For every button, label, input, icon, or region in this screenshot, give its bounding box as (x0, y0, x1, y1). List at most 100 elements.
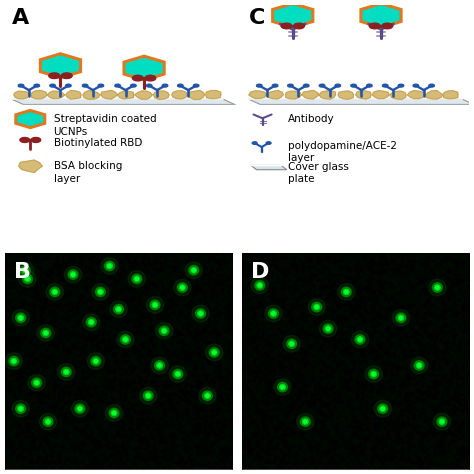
Polygon shape (319, 91, 336, 99)
Circle shape (32, 378, 42, 387)
Polygon shape (124, 56, 164, 80)
Circle shape (82, 84, 88, 87)
Circle shape (265, 305, 282, 322)
Circle shape (343, 289, 349, 295)
Circle shape (18, 84, 24, 87)
Circle shape (374, 401, 392, 417)
Circle shape (280, 384, 285, 390)
Circle shape (146, 297, 164, 313)
Circle shape (369, 369, 379, 379)
Circle shape (108, 264, 111, 267)
Circle shape (161, 328, 167, 334)
Circle shape (257, 283, 263, 288)
Circle shape (146, 84, 152, 87)
Circle shape (341, 287, 351, 297)
Polygon shape (188, 91, 204, 100)
Circle shape (256, 84, 262, 87)
Circle shape (355, 335, 365, 344)
Circle shape (255, 281, 265, 290)
Text: D: D (251, 262, 269, 282)
Circle shape (439, 419, 445, 425)
Circle shape (45, 419, 51, 425)
Circle shape (146, 394, 150, 397)
Circle shape (297, 413, 314, 430)
Circle shape (88, 319, 94, 325)
Circle shape (39, 413, 57, 430)
Polygon shape (206, 91, 221, 99)
Circle shape (315, 306, 318, 309)
Circle shape (20, 137, 29, 143)
Circle shape (159, 326, 169, 336)
Circle shape (206, 394, 209, 397)
Circle shape (281, 385, 284, 389)
Circle shape (72, 273, 74, 276)
Circle shape (414, 361, 424, 370)
Circle shape (25, 276, 30, 282)
Circle shape (371, 371, 376, 377)
Circle shape (117, 331, 134, 348)
Circle shape (75, 404, 85, 413)
Circle shape (122, 337, 128, 342)
Circle shape (268, 309, 278, 318)
Circle shape (152, 302, 158, 308)
Text: C: C (248, 9, 265, 28)
Circle shape (117, 308, 120, 310)
Polygon shape (18, 160, 42, 173)
Circle shape (176, 373, 179, 375)
Circle shape (181, 286, 184, 289)
Circle shape (12, 360, 16, 363)
Circle shape (16, 404, 26, 413)
Circle shape (154, 303, 156, 306)
Circle shape (209, 348, 219, 357)
Circle shape (272, 312, 275, 315)
Circle shape (211, 350, 217, 355)
Circle shape (271, 310, 276, 316)
Circle shape (12, 310, 29, 326)
Circle shape (380, 406, 386, 411)
Circle shape (131, 84, 136, 87)
Polygon shape (31, 91, 47, 99)
Polygon shape (154, 91, 169, 100)
Polygon shape (302, 91, 319, 99)
Circle shape (105, 405, 123, 421)
Circle shape (351, 331, 369, 348)
Circle shape (19, 407, 22, 410)
Circle shape (19, 271, 36, 287)
Circle shape (95, 287, 105, 297)
Polygon shape (266, 91, 283, 99)
Text: Cover glass
plate: Cover glass plate (288, 162, 349, 184)
Polygon shape (14, 91, 29, 99)
Circle shape (116, 306, 121, 312)
Circle shape (173, 369, 183, 379)
Circle shape (372, 373, 375, 375)
Circle shape (17, 262, 34, 278)
Circle shape (434, 285, 440, 291)
Circle shape (44, 331, 47, 335)
Circle shape (151, 357, 168, 374)
Circle shape (323, 324, 333, 333)
Circle shape (191, 267, 197, 273)
Text: Biotinylated RBD: Biotinylated RBD (54, 138, 142, 148)
Polygon shape (251, 165, 287, 170)
Circle shape (418, 364, 421, 367)
Circle shape (57, 364, 75, 380)
Polygon shape (390, 91, 406, 100)
Circle shape (46, 420, 50, 423)
Polygon shape (118, 91, 134, 99)
Circle shape (366, 84, 372, 87)
Circle shape (193, 84, 199, 87)
Circle shape (198, 310, 203, 316)
Polygon shape (16, 110, 45, 128)
Circle shape (204, 393, 210, 399)
Circle shape (266, 142, 271, 144)
Circle shape (179, 285, 185, 291)
Circle shape (437, 417, 447, 427)
Circle shape (94, 360, 98, 363)
Circle shape (115, 84, 120, 87)
Circle shape (134, 276, 140, 282)
Circle shape (173, 279, 191, 296)
Text: Antibody: Antibody (288, 114, 335, 124)
Circle shape (293, 23, 304, 29)
Circle shape (281, 23, 292, 29)
Polygon shape (356, 91, 371, 99)
